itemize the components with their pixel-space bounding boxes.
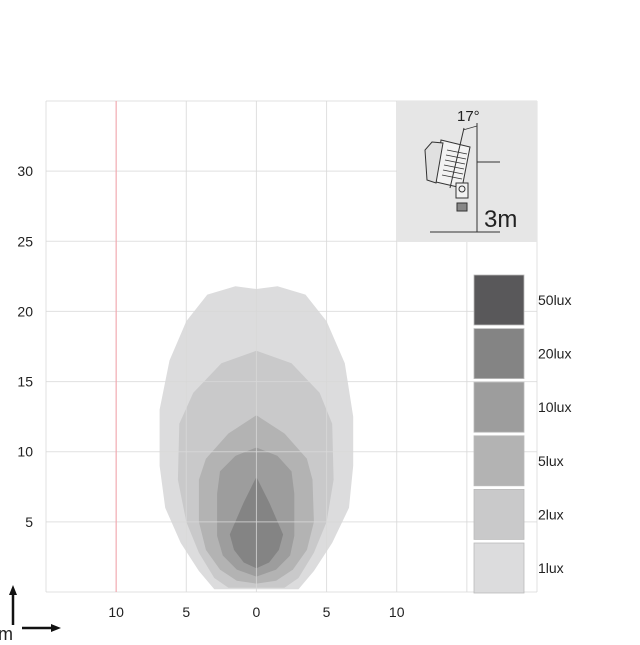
legend-swatch-1lux xyxy=(473,542,525,594)
mounting-inset: 17° 3m xyxy=(397,101,537,242)
legend-label: 50lux xyxy=(538,292,571,308)
mount-height-label: 3m xyxy=(484,206,517,233)
inset-background xyxy=(397,101,537,242)
legend: 50lux 20lux 10lux 5lux 2lux 1lux xyxy=(473,274,571,594)
axis-unit-label: m xyxy=(0,624,13,640)
legend-label: 20lux xyxy=(538,346,571,362)
x-tick-label: 5 xyxy=(182,604,190,620)
x-tick-label: 0 xyxy=(253,604,261,620)
right-arrow-head-icon xyxy=(51,624,61,632)
y-tick-label: 30 xyxy=(17,163,33,179)
legend-label: 1lux xyxy=(538,560,564,576)
y-tick-label: 5 xyxy=(25,514,33,530)
tilt-angle-label: 17° xyxy=(457,108,480,125)
legend-swatch-20lux xyxy=(473,328,525,380)
x-tick-label: 10 xyxy=(108,604,124,620)
y-tick-label: 20 xyxy=(17,303,33,319)
legend-swatch-2lux xyxy=(473,488,525,540)
y-tick-label: 25 xyxy=(17,233,33,249)
axis-direction-indicator: m xyxy=(0,585,61,644)
legend-label: 10lux xyxy=(538,399,571,415)
legend-swatch-50lux xyxy=(473,274,525,326)
x-tick-label: 10 xyxy=(389,604,405,620)
y-tick-label: 15 xyxy=(17,374,33,390)
legend-label: 2lux xyxy=(538,506,564,522)
legend-swatch-10lux xyxy=(473,381,525,433)
work-light-icon xyxy=(424,123,500,233)
y-tick-labels: 5 10 15 20 25 30 xyxy=(17,163,33,530)
y-tick-label: 10 xyxy=(17,444,33,460)
legend-label: 5lux xyxy=(538,453,564,469)
up-arrow-head-icon xyxy=(9,585,17,595)
x-tick-labels: 10 5 0 5 10 xyxy=(108,604,404,620)
legend-swatch-5lux xyxy=(473,435,525,487)
x-tick-label: 5 xyxy=(323,604,331,620)
contour-layer xyxy=(159,286,354,590)
